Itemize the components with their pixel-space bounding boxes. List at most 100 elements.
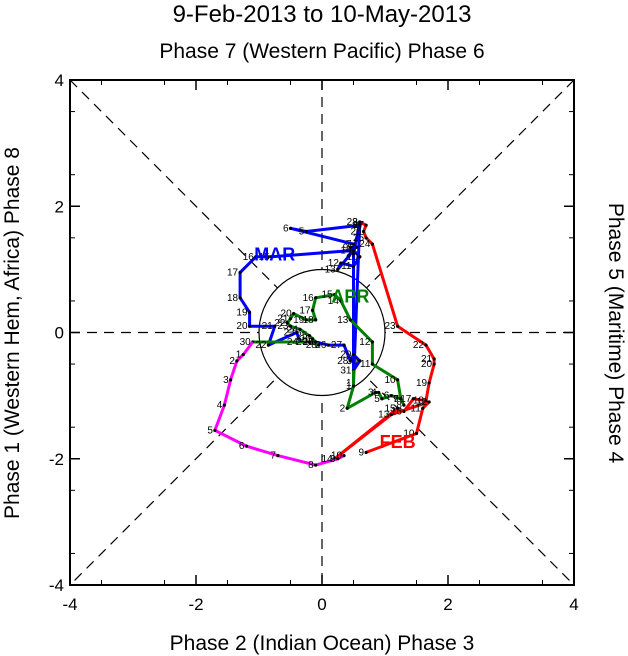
phase-guides bbox=[69, 79, 575, 586]
point-mar bbox=[358, 223, 362, 227]
point-mar bbox=[355, 245, 359, 249]
y-tick-label: 0 bbox=[55, 324, 64, 343]
day-label-feb: 21 bbox=[421, 354, 433, 365]
day-label-feb: 14 bbox=[321, 454, 333, 465]
point-apr bbox=[314, 318, 318, 322]
point-mar bbox=[358, 220, 362, 224]
day-label-apr: 1 bbox=[346, 381, 352, 392]
point-mar bbox=[247, 310, 252, 314]
day-label-apr: 3 bbox=[368, 387, 374, 398]
point-apr bbox=[314, 340, 318, 344]
day-label-apr: 11 bbox=[360, 359, 371, 370]
day-label-apr: 18 bbox=[303, 315, 315, 326]
day-label-feb: 13 bbox=[378, 410, 390, 421]
point-may bbox=[336, 457, 340, 461]
point-feb bbox=[402, 409, 406, 414]
point-mar bbox=[351, 352, 356, 357]
day-label-apr: 19 bbox=[293, 315, 305, 326]
day-label-mar: 19 bbox=[236, 307, 248, 318]
point-may bbox=[244, 444, 248, 448]
point-feb bbox=[424, 343, 428, 347]
day-label-apr: 29 bbox=[296, 337, 308, 348]
day-label-apr: 26 bbox=[299, 334, 311, 345]
point-feb bbox=[424, 399, 428, 403]
point-mar bbox=[304, 229, 308, 234]
point-may bbox=[213, 428, 217, 432]
day-label-mar: 12 bbox=[328, 258, 340, 269]
day-label-may: 1 bbox=[236, 350, 242, 361]
point-apr bbox=[396, 378, 400, 382]
point-apr bbox=[345, 406, 349, 410]
day-label-may: 7 bbox=[270, 451, 276, 462]
day-label-may: 8 bbox=[308, 460, 314, 471]
point-apr bbox=[351, 384, 356, 388]
day-label-feb: 18 bbox=[413, 396, 425, 407]
x-axis-label: Phase 2 (Indian Ocean) Phase 3 bbox=[170, 632, 475, 655]
day-label-mar: 22 bbox=[255, 340, 267, 351]
day-label-mar: 24 bbox=[287, 337, 299, 348]
point-mar bbox=[254, 255, 258, 259]
day-label-feb: 26 bbox=[350, 227, 362, 238]
point-apr bbox=[304, 318, 308, 322]
point-mar bbox=[358, 359, 362, 363]
day-label-apr: 17 bbox=[299, 305, 311, 316]
point-mar bbox=[351, 242, 356, 246]
point-feb bbox=[421, 406, 425, 410]
point-mar bbox=[336, 267, 340, 271]
day-label-apr: 23 bbox=[277, 321, 289, 332]
y-tick-label: 4 bbox=[55, 71, 64, 90]
chart-title: 9-Feb-2013 to 10-May-2013 bbox=[173, 1, 472, 28]
day-label-feb: 25 bbox=[353, 233, 365, 244]
point-mar bbox=[270, 255, 274, 259]
day-label-apr: 4 bbox=[371, 387, 377, 398]
day-label-mar: 4 bbox=[352, 220, 358, 231]
day-label-may: 2 bbox=[229, 356, 235, 367]
point-apr bbox=[370, 340, 374, 344]
day-label-feb: 27 bbox=[353, 220, 365, 231]
y-tick-label: -2 bbox=[49, 450, 64, 469]
point-mar bbox=[247, 324, 252, 328]
point-apr bbox=[292, 311, 296, 316]
day-label-mar: 14 bbox=[340, 245, 352, 256]
point-feb bbox=[364, 450, 368, 455]
point-apr bbox=[310, 337, 315, 341]
y-tick-label: -4 bbox=[49, 576, 64, 595]
series-line-mar bbox=[238, 220, 362, 385]
day-label-apr: 5 bbox=[374, 394, 380, 405]
point-feb bbox=[427, 400, 431, 404]
plot-frame bbox=[69, 79, 575, 586]
point-apr bbox=[288, 317, 293, 321]
x-tick-label: 2 bbox=[443, 595, 452, 614]
day-label-mar: 8 bbox=[349, 242, 355, 253]
x-tick-label: -4 bbox=[62, 595, 77, 614]
point-feb bbox=[414, 431, 419, 436]
day-label-mar: 9 bbox=[343, 242, 349, 253]
point-apr bbox=[285, 321, 289, 325]
trajectory-series bbox=[213, 220, 436, 467]
day-label-mar: 7 bbox=[346, 239, 352, 250]
day-label-feb: 23 bbox=[384, 321, 396, 332]
point-mar bbox=[351, 248, 356, 253]
day-label-mar: 16 bbox=[243, 252, 255, 263]
day-label-feb: 24 bbox=[359, 239, 371, 250]
day-label-feb: 19 bbox=[416, 378, 428, 389]
point-apr bbox=[298, 327, 302, 331]
point-apr bbox=[339, 299, 343, 303]
day-label-feb: 20 bbox=[421, 359, 433, 370]
point-feb bbox=[432, 357, 436, 361]
point-mar bbox=[273, 324, 277, 328]
point-apr bbox=[307, 334, 311, 338]
day-label-apr: 20 bbox=[281, 309, 293, 320]
day-label-feb: 17 bbox=[400, 394, 412, 405]
day-label-feb: 9 bbox=[359, 447, 365, 458]
point-mar bbox=[339, 261, 343, 265]
point-feb bbox=[411, 397, 415, 401]
point-mar bbox=[342, 343, 346, 347]
point-apr bbox=[373, 390, 378, 395]
point-may bbox=[314, 463, 318, 467]
day-label-mar: 15 bbox=[258, 252, 270, 263]
day-label-apr: 6 bbox=[384, 391, 390, 402]
day-label-may: 5 bbox=[207, 425, 213, 436]
